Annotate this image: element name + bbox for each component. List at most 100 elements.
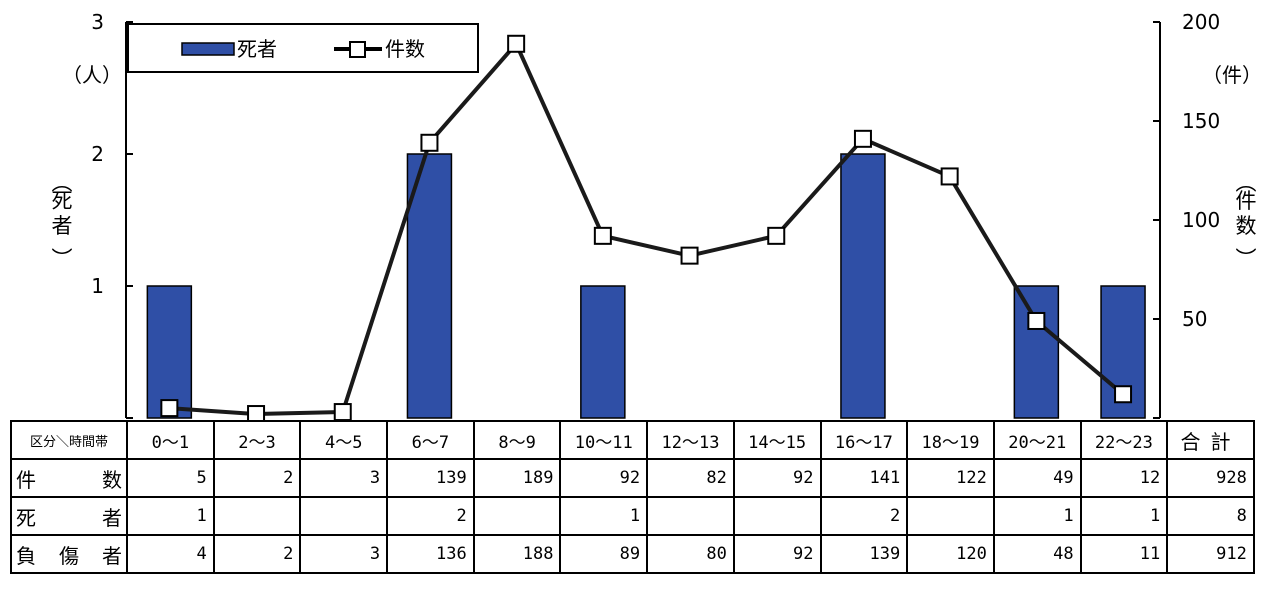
line-point-22～23 xyxy=(1114,385,1133,404)
line-point-14～15 xyxy=(767,226,786,245)
right-tick-label: 50 xyxy=(1182,307,1207,331)
table-total-cell: 928 xyxy=(1166,458,1255,498)
table-cell xyxy=(906,496,995,536)
table-cell: 136 xyxy=(386,534,475,574)
axis-label-char: 数 xyxy=(1236,214,1257,238)
table-cell: 3 xyxy=(299,534,389,574)
table-header-row: 区分＼時間帯 0～1 2～3 4～5 6～7 8～9 10～11 12～13 14～15 16～1… xyxy=(10,420,1255,460)
table-row-label: 件数 xyxy=(10,458,128,498)
table-row: 件数 5 2 3 139 189 92 82 92 141 122 49 12 928 xyxy=(10,458,1255,498)
table-header-cell: 2～3 xyxy=(212,420,302,460)
left-axis-label: ︵死者 ︶ xyxy=(52,171,73,271)
axis-label-paren: ︶ xyxy=(1236,247,1257,271)
left-tick-label: 3 xyxy=(91,10,104,34)
line-point-2～3 xyxy=(247,405,266,420)
table-cell: 120 xyxy=(906,534,995,574)
bar-16～17 xyxy=(840,153,886,419)
table-cell: 92 xyxy=(559,458,649,498)
table-cell: 92 xyxy=(732,458,822,498)
line-point-8～9 xyxy=(507,34,526,53)
table-cell xyxy=(732,496,822,536)
axis-label-paren: ︵ xyxy=(52,171,73,195)
table-cell: 89 xyxy=(559,534,649,574)
table-header-cell: 6～7 xyxy=(386,420,475,460)
legend-line-marker xyxy=(349,41,366,58)
table-header-cell: 18～19 xyxy=(906,420,995,460)
legend-box xyxy=(127,23,479,73)
table-row-label: 死者 xyxy=(10,496,128,536)
bar-20～21 xyxy=(1013,285,1060,419)
axis-label-paren: ︶ xyxy=(52,247,73,271)
table-row: 死者 1 2 1 2 1 1 8 xyxy=(10,496,1255,536)
right-axis-unit: （件） xyxy=(1202,63,1262,87)
table-total-cell: 912 xyxy=(1166,534,1255,574)
table-cell: 92 xyxy=(732,534,822,574)
line-point-6～7 xyxy=(420,133,439,152)
table-header-cell: 20～21 xyxy=(992,420,1082,460)
table-header-cell: 22～23 xyxy=(1079,420,1169,460)
legend-bar-label: 死者 xyxy=(237,37,277,61)
table-cell xyxy=(472,496,562,536)
table-cell: 2 xyxy=(819,496,909,536)
table-header-cell: 0～1 xyxy=(126,420,215,460)
table-cell xyxy=(646,496,735,536)
legend: 死者 件数 xyxy=(127,23,479,73)
table-cell: 1 xyxy=(126,496,215,536)
table-total-header: 合計 xyxy=(1166,420,1255,460)
table-cell: 139 xyxy=(819,534,909,574)
line-series xyxy=(160,34,1133,420)
left-tick-label: 2 xyxy=(91,142,104,166)
table-total-cell: 8 xyxy=(1166,496,1255,536)
table-cell: 4 xyxy=(126,534,215,574)
table-cell: 189 xyxy=(472,458,562,498)
axis-label-paren: ︵ xyxy=(1236,171,1257,195)
bar-6～7 xyxy=(406,153,453,419)
bar-series xyxy=(146,153,1146,419)
table-header-cell: 14～15 xyxy=(732,420,822,460)
table-header-cell: 10～11 xyxy=(559,420,649,460)
table-cell: 12 xyxy=(1079,458,1169,498)
table-header-cell: 8～9 xyxy=(472,420,562,460)
right-tick-label: 100 xyxy=(1182,208,1220,232)
table-cell: 188 xyxy=(472,534,562,574)
legend-bar-swatch xyxy=(181,42,235,56)
line-path xyxy=(169,41,1125,417)
table-cell: 11 xyxy=(1079,534,1169,574)
table-header-cell: 12～13 xyxy=(646,420,735,460)
table-cell: 49 xyxy=(992,458,1082,498)
table-cell: 80 xyxy=(646,534,735,574)
table-cell: 141 xyxy=(819,458,909,498)
table-cell: 122 xyxy=(906,458,995,498)
table-cell: 5 xyxy=(126,458,215,498)
data-table: 区分＼時間帯 0～1 2～3 4～5 6～7 8～9 10～11 12～13 14～15 16～1… xyxy=(10,420,1255,574)
right-axis-label: ︵件数 ︶ xyxy=(1236,171,1257,271)
table-cell xyxy=(299,496,389,536)
table-header-cell: 16～17 xyxy=(819,420,909,460)
line-point-18～19 xyxy=(940,167,959,186)
table-cell: 3 xyxy=(299,458,389,498)
axis-label-char: 件 xyxy=(1236,189,1257,213)
table-cell: 2 xyxy=(212,458,302,498)
axis-label-char: 死 xyxy=(52,189,73,213)
bar-10～11 xyxy=(580,285,626,419)
table-cell: 2 xyxy=(386,496,475,536)
table-cell: 48 xyxy=(992,534,1082,574)
table-header-cell: 4～5 xyxy=(299,420,389,460)
table-row: 負傷者 4 2 3 136 188 89 80 92 139 120 48 11 912 xyxy=(10,534,1255,574)
line-point-12～13 xyxy=(680,246,699,265)
line-point-10～11 xyxy=(593,226,612,245)
left-tick-label: 1 xyxy=(91,274,104,298)
right-tick-label: 150 xyxy=(1182,109,1220,133)
table-cell: 82 xyxy=(646,458,735,498)
line-point-4～5 xyxy=(333,403,352,420)
bar-0～1 xyxy=(146,285,193,419)
line-point-16～17 xyxy=(853,129,872,148)
line-point-20～21 xyxy=(1027,311,1046,330)
table-cell xyxy=(212,496,302,536)
axis-label-char: 者 xyxy=(52,214,73,238)
right-tick-label: 200 xyxy=(1182,10,1220,34)
table-cell: 2 xyxy=(212,534,302,574)
